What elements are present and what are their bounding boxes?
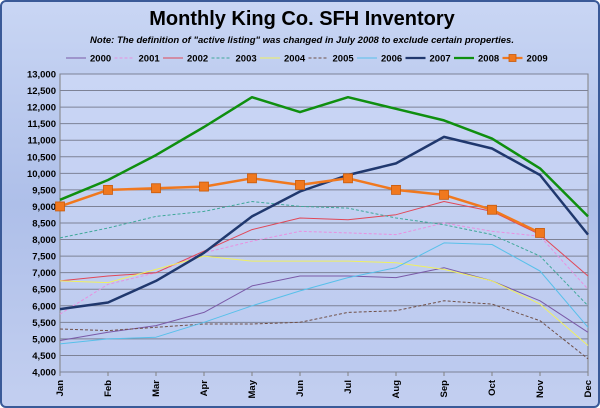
data-point-2009: [343, 173, 353, 184]
y-tick-label: 4,500: [32, 351, 56, 362]
legend-label: 2008: [478, 54, 499, 65]
x-tick-label: Apr: [199, 380, 210, 397]
series-2002: [59, 201, 589, 282]
y-tick-label: 8,500: [32, 219, 56, 230]
x-axis: Jan Feb Mar Apr May Jun Jul Aug Sep Oct Nov Dec: [55, 372, 594, 398]
y-tick-label: 10,500: [27, 152, 56, 163]
series-line-2008: [59, 95, 589, 218]
data-point-2009: [103, 184, 113, 195]
series-line-2005: [59, 300, 589, 360]
legend-label: 2002: [187, 54, 208, 65]
data-point-2009: [295, 180, 305, 190]
x-tick-label: Jun: [295, 380, 306, 397]
y-tick-label: 10,000: [27, 169, 56, 180]
y-axis: 4,000 4,500 5,000 5,500 6,000 6,500 7,000 7,500…: [27, 70, 56, 379]
legend-label: 2001: [139, 54, 161, 65]
x-tick-label: Dec: [583, 380, 594, 397]
x-tick-label: Oct: [487, 379, 498, 396]
chart-title: Monthly King Co. SFH Inventory: [149, 8, 455, 30]
legend-item-2005: 2005: [308, 54, 355, 65]
legend: 2000 2001 2002 2003 2004 2005 2006 2007 2008 2009: [66, 54, 548, 65]
legend-label: 2007: [430, 54, 451, 65]
y-tick-label: 6,000: [32, 301, 56, 312]
series-lines: [55, 95, 589, 360]
legend-label: 2009: [527, 54, 548, 65]
y-tick-label: 6,500: [32, 285, 56, 296]
legend-item-2006: 2006: [357, 54, 402, 65]
data-point-2009: [535, 228, 545, 238]
legend-item-2002: 2002: [163, 54, 208, 65]
x-tick-label: Jan: [55, 380, 66, 397]
series-line-2007: [59, 135, 589, 311]
legend-item-2009: 2009: [502, 54, 548, 65]
chart-subtitle: Note: The definition of "active listing"…: [90, 35, 514, 46]
series-2004: [59, 255, 589, 346]
series-2005: [59, 300, 589, 360]
series-2009: [55, 173, 545, 238]
x-tick-label: May: [247, 379, 258, 398]
legend-item-2008: 2008: [454, 54, 499, 65]
y-tick-label: 8,000: [32, 235, 56, 246]
y-tick-label: 9,000: [32, 202, 56, 213]
series-2007: [59, 135, 589, 311]
series-2001: [59, 222, 589, 315]
series-line-2002: [59, 201, 589, 282]
series-line-2003: [59, 201, 589, 307]
data-point-2009: [391, 184, 401, 195]
y-tick-label: 9,500: [32, 185, 56, 196]
data-point-2009: [151, 183, 161, 194]
y-tick-label: 4,000: [32, 368, 56, 379]
y-tick-label: 11,500: [27, 119, 56, 130]
data-point-2009: [247, 173, 257, 184]
x-tick-label: Jul: [343, 380, 354, 394]
legend-marker: [508, 54, 517, 62]
y-tick-label: 7,000: [32, 268, 56, 279]
legend-label: 2005: [333, 54, 355, 65]
y-tick-label: 12,000: [27, 103, 56, 114]
series-2003: [59, 201, 589, 307]
y-tick-label: 5,500: [32, 318, 56, 329]
y-tick-label: 5,000: [32, 334, 56, 345]
series-2006: [59, 242, 589, 345]
legend-item-2004: 2004: [260, 54, 306, 65]
legend-label: 2003: [236, 54, 257, 65]
legend-item-2001: 2001: [114, 54, 161, 65]
legend-label: 2000: [90, 54, 111, 65]
legend-item-2003: 2003: [211, 54, 257, 65]
x-tick-label: Sep: [439, 380, 450, 398]
x-tick-label: Mar: [151, 380, 162, 397]
data-point-2009: [199, 181, 209, 192]
series-line-2001: [59, 222, 589, 315]
series-2008: [59, 95, 589, 218]
series-line-2006: [59, 242, 589, 345]
y-tick-label: 7,500: [32, 252, 56, 263]
x-tick-label: Nov: [535, 379, 546, 398]
legend-label: 2006: [381, 54, 402, 65]
series-line-2004: [59, 255, 589, 346]
x-tick-label: Feb: [103, 380, 114, 397]
data-point-2009: [55, 201, 65, 212]
legend-item-2007: 2007: [405, 54, 451, 65]
x-tick-label: Aug: [391, 380, 402, 399]
legend-item-2000: 2000: [66, 54, 111, 65]
data-point-2009: [487, 204, 497, 215]
y-tick-label: 11,000: [27, 136, 56, 147]
data-point-2009: [439, 189, 449, 200]
y-tick-label: 12,500: [27, 86, 56, 97]
legend-label: 2004: [284, 54, 306, 65]
grid: [60, 73, 588, 373]
y-tick-label: 13,000: [27, 70, 56, 81]
